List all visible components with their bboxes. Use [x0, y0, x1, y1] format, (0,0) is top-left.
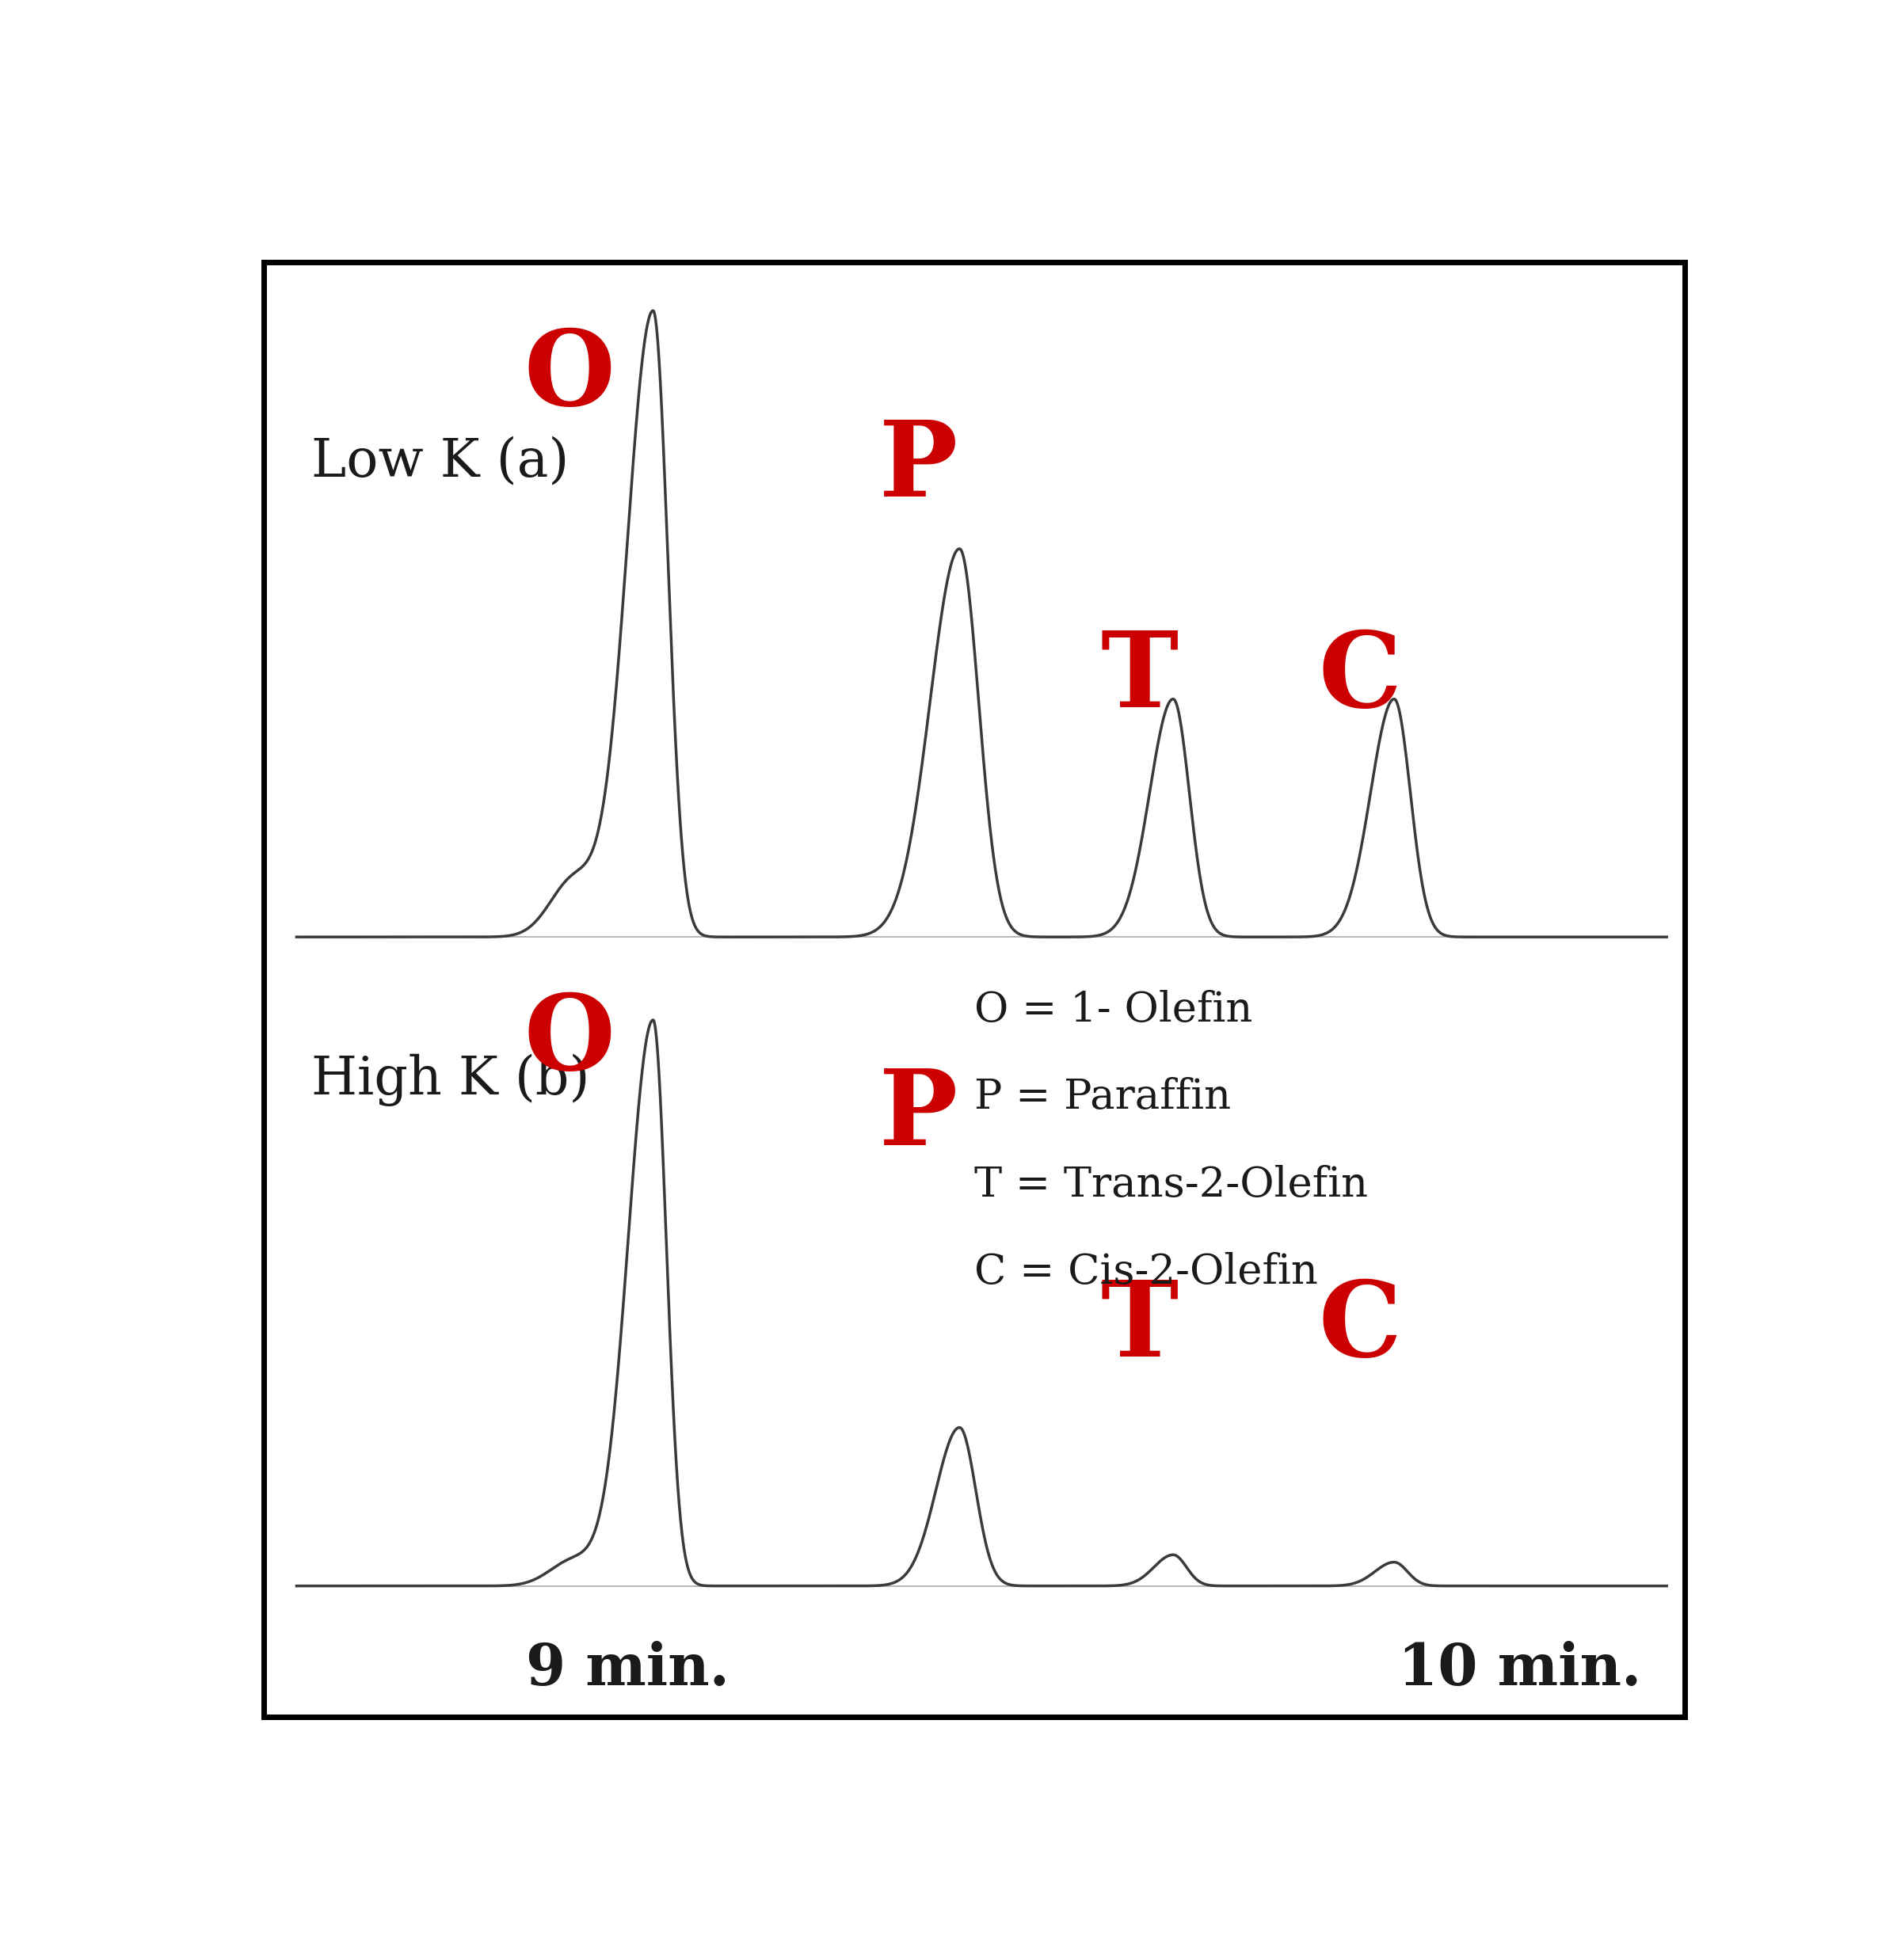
Text: C: C: [1319, 627, 1401, 729]
Text: T = Trans-2-Olefin: T = Trans-2-Olefin: [975, 1164, 1369, 1205]
Text: High K (b): High K (b): [312, 1054, 589, 1107]
Text: P: P: [878, 1066, 958, 1168]
Text: T: T: [1101, 627, 1179, 729]
Text: O: O: [523, 990, 614, 1092]
Text: 9 min.: 9 min.: [527, 1641, 730, 1697]
Text: O: O: [523, 325, 614, 427]
Text: O = 1- Olefin: O = 1- Olefin: [975, 990, 1253, 1031]
Text: C = Cis-2-Olefin: C = Cis-2-Olefin: [975, 1252, 1317, 1294]
Text: C: C: [1319, 1276, 1401, 1378]
Text: 10 min.: 10 min.: [1397, 1641, 1641, 1697]
FancyBboxPatch shape: [264, 263, 1684, 1717]
Text: P = Paraffin: P = Paraffin: [975, 1078, 1232, 1117]
Text: P: P: [878, 416, 958, 519]
Text: T: T: [1101, 1276, 1179, 1378]
Text: Low K (a): Low K (a): [312, 435, 568, 488]
